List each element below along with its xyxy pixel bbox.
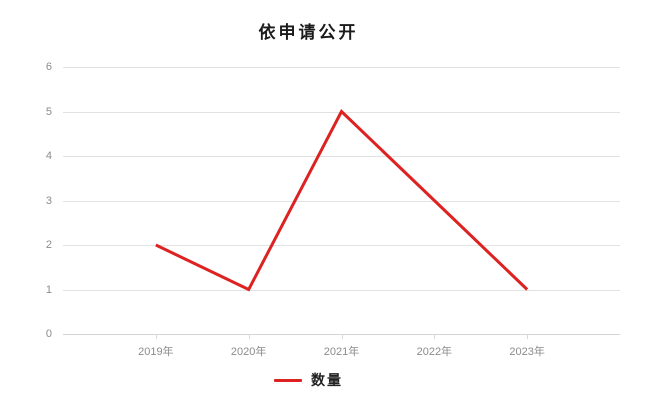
- y-axis-tick-label: 3: [45, 194, 52, 207]
- gridline: [63, 200, 620, 202]
- x-axis-tick-label: 2019年: [138, 346, 174, 358]
- y-axis-tick-label: 4: [45, 150, 52, 162]
- y-axis-tick-label: 0: [45, 328, 52, 340]
- y-axis-tick-label: 6: [45, 61, 52, 73]
- gridline: [63, 67, 620, 68]
- x-axis-tick-label: 2021年: [323, 346, 360, 358]
- series-polyline: [155, 109, 529, 292]
- legend-item-quantity[interactable]: 数量: [274, 370, 343, 390]
- y-axis-tick-label: 1: [45, 283, 52, 296]
- legend-item-label: 数量: [311, 374, 343, 389]
- gridline: [63, 289, 620, 291]
- legend-line-icon: [274, 378, 302, 382]
- gridline: [63, 245, 620, 246]
- y-axis-tick-label: 2: [45, 239, 52, 251]
- x-axis-tick: [434, 334, 436, 339]
- x-axis-tick: [155, 334, 157, 339]
- gridline: [63, 156, 620, 157]
- x-axis-tick-label: 2022年: [416, 346, 453, 358]
- x-axis-tick: [248, 334, 250, 339]
- x-axis-tick: [527, 334, 529, 339]
- y-axis-tick-label: 5: [45, 105, 52, 118]
- x-axis-tick-label: 2023年: [509, 346, 545, 358]
- chart-title: 依申请公开: [258, 23, 359, 42]
- plot-area: 0 1 2 3 4 5 6 2019年 2020年 2021年 2022年 2023年: [46, 61, 620, 358]
- series-line-quantity: [155, 109, 529, 292]
- x-axis-tick: [341, 334, 343, 339]
- x-axis-tick-label: 2020年: [230, 346, 267, 358]
- chart-legend: 数量: [0, 370, 647, 390]
